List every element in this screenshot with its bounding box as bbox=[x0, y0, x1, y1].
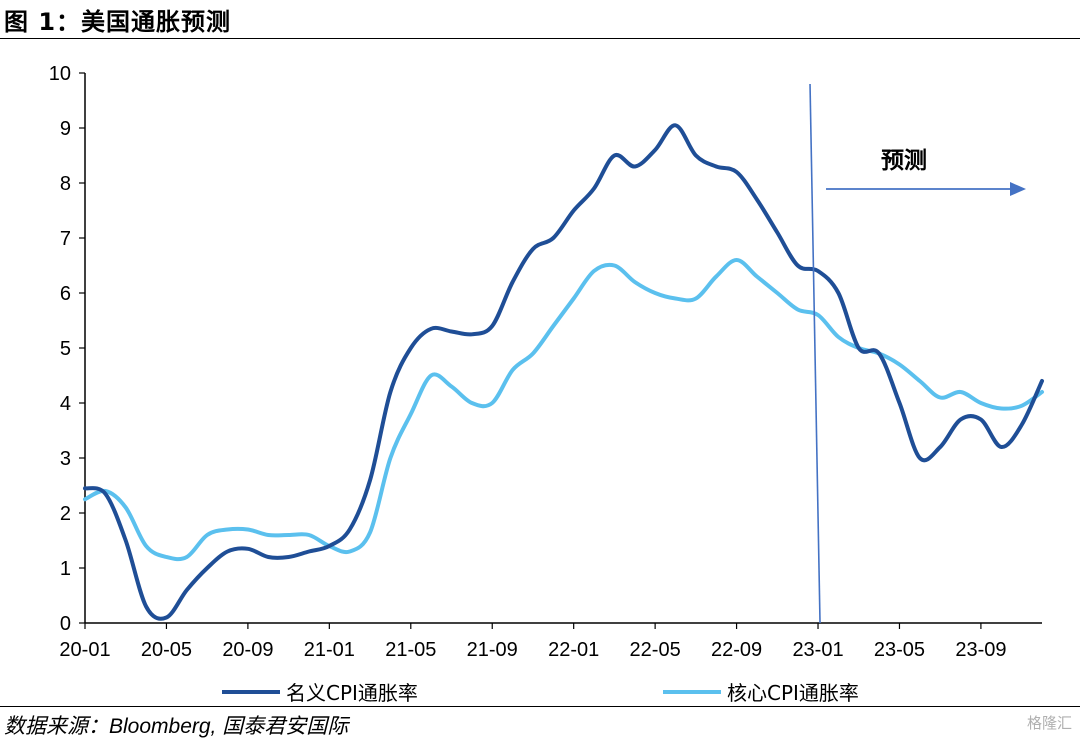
x-tick-label: 23-05 bbox=[874, 639, 925, 661]
x-tick-label: 20-05 bbox=[141, 639, 192, 661]
source-note: 数据来源：Bloomberg, 国泰君安国际 bbox=[4, 715, 349, 738]
y-tick-label: 0 bbox=[60, 613, 71, 635]
y-tick-label: 2 bbox=[60, 503, 71, 525]
x-tick-label: 21-01 bbox=[304, 639, 355, 661]
x-tick-label: 21-05 bbox=[385, 639, 436, 661]
title-divider bbox=[0, 38, 1080, 39]
y-tick-label: 8 bbox=[60, 173, 71, 195]
y-tick-label: 3 bbox=[60, 448, 71, 470]
x-tick-label: 20-09 bbox=[222, 639, 273, 661]
forecast-label: 预测 bbox=[881, 148, 927, 174]
legend-label-headline-cpi: 名义CPI通胀率 bbox=[286, 681, 418, 705]
series-line-headline-cpi bbox=[83, 123, 1044, 621]
x-tick-label: 21-09 bbox=[467, 639, 518, 661]
series-line-core-cpi bbox=[83, 258, 1044, 562]
forecast-arrow-head bbox=[1010, 182, 1026, 196]
x-tick-label: 22-05 bbox=[630, 639, 681, 661]
x-tick-label: 23-09 bbox=[955, 639, 1006, 661]
x-tick-label: 23-01 bbox=[792, 639, 843, 661]
forecast-divider-line bbox=[809, 83, 821, 624]
legend-label-core-cpi: 核心CPI通胀率 bbox=[727, 681, 859, 705]
y-tick-label: 9 bbox=[60, 118, 71, 140]
y-tick-label: 1 bbox=[60, 558, 71, 580]
y-tick-label: 10 bbox=[49, 63, 71, 85]
x-tick-label: 20-01 bbox=[59, 639, 110, 661]
chart-title: 图 1：美国通胀预测 bbox=[4, 8, 232, 36]
footer-divider bbox=[0, 706, 1080, 707]
x-tick-label: 22-09 bbox=[711, 639, 762, 661]
y-tick-label: 5 bbox=[60, 338, 71, 360]
x-tick-label: 22-01 bbox=[548, 639, 599, 661]
y-tick-label: 4 bbox=[60, 393, 71, 415]
y-tick-label: 6 bbox=[60, 283, 71, 305]
watermark: 格隆汇 bbox=[1026, 714, 1072, 732]
y-tick-label: 7 bbox=[60, 228, 71, 250]
